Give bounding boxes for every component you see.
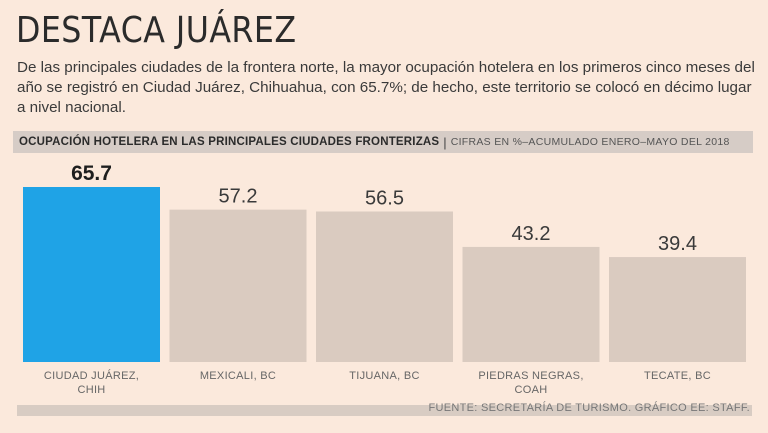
chart-subtitle: CIFRAS EN %–ACUMULADO ENERO–MAYO DEL 201… — [450, 136, 730, 148]
footer-strip — [17, 405, 752, 416]
chart-title: OCUPACIÓN HOTELERA EN LAS PRINCIPALES CI… — [19, 136, 440, 148]
bar-3 — [462, 246, 600, 362]
bar-2 — [316, 211, 453, 362]
category-label-2-line-0: TIJUANA, BC — [349, 370, 420, 382]
category-label-1-line-0: MEXICALI, BC — [200, 370, 276, 382]
value-label-3: 43.2 — [512, 223, 551, 245]
category-label-0-line-1: CHIH — [77, 384, 105, 396]
bar-0 — [23, 187, 160, 362]
bar-chart: 65.7 CIUDAD JUÁREZ, CHIH 57.2 MEXICALI, BC 56… — [23, 162, 746, 396]
value-label-2: 56.5 — [365, 188, 404, 210]
bar-4 — [609, 257, 746, 362]
source-credit: FUENTE: SECRETARÍA DE TURISMO. GRÁFICO E… — [428, 402, 750, 414]
value-label-1: 57.2 — [219, 186, 258, 208]
value-label-0: 65.7 — [71, 162, 112, 185]
category-label-3-line-0: PIEDRAS NEGRAS, — [478, 370, 583, 382]
value-label-4: 39.4 — [658, 233, 697, 255]
lead-paragraph: De las principales ciudades de la fronte… — [17, 59, 755, 116]
chart-header-bar: OCUPACIÓN HOTELERA EN LAS PRINCIPALES CI… — [13, 131, 753, 153]
page-title: DESTACA JUÁREZ — [16, 10, 297, 51]
category-label-3-line-1: COAH — [515, 384, 548, 396]
category-label-4-line-0: TECATE, BC — [644, 370, 711, 382]
bar-1 — [169, 209, 307, 362]
category-label-0-line-0: CIUDAD JUÁREZ, — [44, 369, 139, 382]
chart-header-separator: | — [443, 134, 447, 150]
